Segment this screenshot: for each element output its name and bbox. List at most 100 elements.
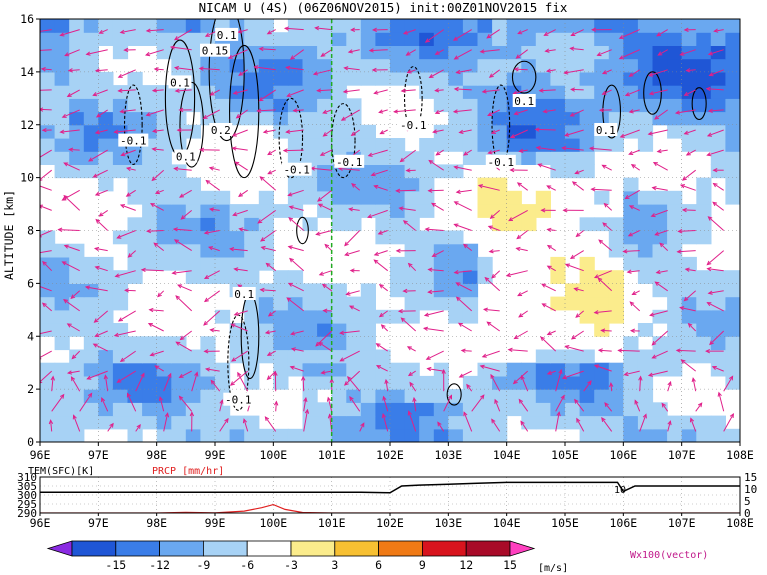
shade-cell [637,270,654,284]
shade-cell [462,85,479,99]
shade-cell [360,71,376,86]
wind-vector-head [569,46,575,51]
shade-cell [433,85,449,99]
wind-vector-head [267,150,273,156]
shade-cell [360,323,376,337]
shade-cell [156,336,172,351]
x-tick-label: 107E [668,448,696,462]
shade-cell [404,164,420,179]
wind-vector-head [591,27,597,32]
shade-cell [492,85,508,99]
wind-vector-head [57,227,63,232]
wind-vector-head [457,322,463,327]
wind-vector [234,161,248,171]
shade-cell [608,71,624,86]
shade-cell [667,98,683,113]
wind-vector-head [707,290,713,295]
shade-cell [302,323,318,337]
shade-cell [156,138,172,152]
shade-cell [185,428,201,442]
x-tick-label: 99E [205,448,226,462]
shade-cell [608,138,624,152]
wind-vector [69,149,80,151]
shade-cell [462,124,479,139]
shade-cell [171,428,187,442]
shade-cell [404,190,420,205]
wind-vector [315,330,333,347]
shade-cell [127,389,143,403]
shade-cell [375,349,391,364]
shade-cell [637,389,654,403]
shade-cell [200,336,216,351]
wind-vector [381,324,389,332]
shade-cell [433,402,449,417]
shade-cell [83,32,99,46]
wind-vector-head [288,205,294,210]
wind-vector-head [360,422,365,428]
shade-cell [185,98,201,113]
wind-vector-head [40,67,46,72]
shade-cell [127,230,143,245]
wind-vector [629,301,641,312]
wind-vector [88,149,108,162]
wind-vector-head [316,88,322,93]
shade-cell [652,428,668,442]
wind-vector-head [593,364,600,369]
shade-cell [360,402,376,417]
wind-vector-head [348,207,354,212]
shade-cell [390,389,406,403]
shade-cell [448,270,464,284]
shade-cell [375,415,391,430]
wind-vector-head [453,55,459,60]
wind-vector [239,228,248,231]
shade-cell [462,19,479,33]
shade-cell [681,111,697,126]
wind-vector [706,88,724,91]
wind-vector-head [373,184,379,190]
shade-cell [287,323,304,337]
shade-cell [594,111,610,126]
wind-vector [639,414,647,432]
wind-vector-head [458,129,464,134]
wind-vector [657,149,668,153]
shade-cell [390,375,406,390]
shade-cell [637,428,654,442]
wind-vector [174,239,192,252]
shade-cell [637,217,654,232]
shade-cell [98,71,114,86]
wind-vector [547,69,556,72]
shade-cell [112,98,129,113]
wind-vector [233,209,248,216]
wind-vector [489,250,500,253]
shade-cell [375,362,391,377]
wind-vector-head [242,418,248,424]
shade-cell [433,296,449,311]
shade-cell [637,323,654,337]
wind-vector [175,89,192,92]
contour-label-bg [200,43,230,57]
shade-cell [419,283,435,298]
wind-vector [489,69,500,78]
shade-cell [462,71,479,86]
wind-vector [535,128,556,131]
wind-vector [159,397,165,412]
wind-vector-head [477,184,484,189]
shade-cell [521,138,537,152]
wind-vector [87,370,108,380]
shade-cell [594,389,610,403]
wind-vector [659,242,669,251]
wind-vector [408,370,416,376]
shade-cell [346,98,362,113]
wind-vector-head [285,65,291,71]
shade-cell [331,336,347,351]
wind-vector-head [400,88,406,93]
wind-vector [371,169,388,176]
shade-cell [127,428,143,442]
wind-vector-head [541,303,547,308]
shade-cell [156,349,172,364]
shade-cell [244,243,260,258]
wind-vector-head [317,203,323,208]
shade-cell [725,45,740,60]
x-tick-label: 108E [726,516,754,530]
shade-cell [608,217,624,232]
